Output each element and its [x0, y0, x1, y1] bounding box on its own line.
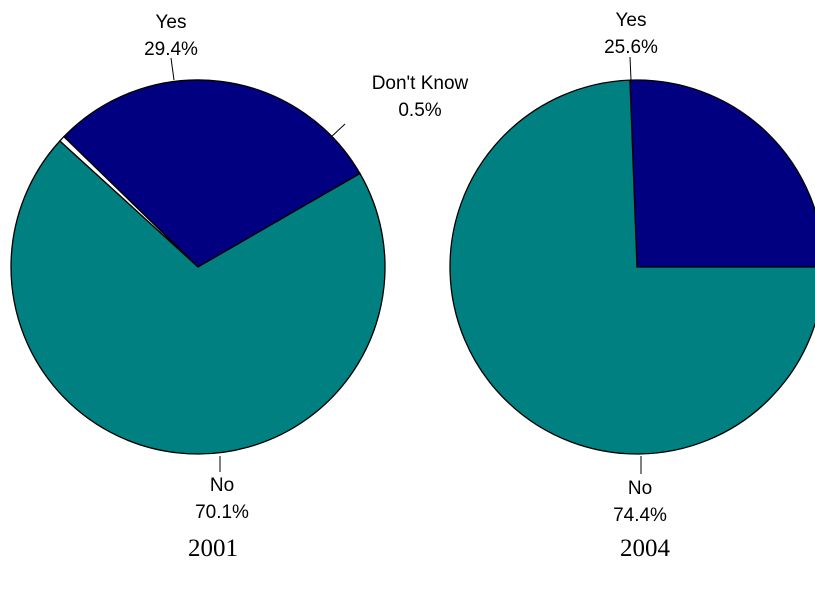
pie-slice-yes — [62, 79, 361, 268]
pie-slice-no — [10, 140, 386, 455]
chart-caption-year: 2001 — [188, 535, 238, 562]
pie-chart-2004: Yes 25.6% No 74.4% 2004 — [449, 10, 815, 562]
pie-slice-no — [449, 79, 815, 455]
pie-chart-2001: Yes 29.4% Don't Know 0.5% No 70.1% 2001 — [10, 12, 469, 562]
slice-label-yes: Yes — [156, 12, 187, 33]
slice-label-no: No — [628, 478, 652, 499]
leader-line-yes — [629, 56, 632, 81]
slice-label-don-t-know: Don't Know — [372, 73, 469, 94]
slice-value-no: 74.4% — [613, 505, 667, 526]
pie-slice-yes — [629, 79, 815, 268]
slice-value-no: 70.1% — [195, 502, 249, 523]
slice-value-don-t-know: 0.5% — [398, 100, 441, 121]
leader-line-don-t-know — [329, 123, 346, 139]
slice-value-yes: 29.4% — [144, 39, 198, 60]
slice-label-yes: Yes — [616, 10, 647, 31]
leader-line-yes — [170, 57, 175, 81]
chart-caption-year: 2004 — [620, 535, 671, 562]
slice-value-yes: 25.6% — [604, 37, 658, 58]
slice-label-no: No — [210, 475, 234, 496]
